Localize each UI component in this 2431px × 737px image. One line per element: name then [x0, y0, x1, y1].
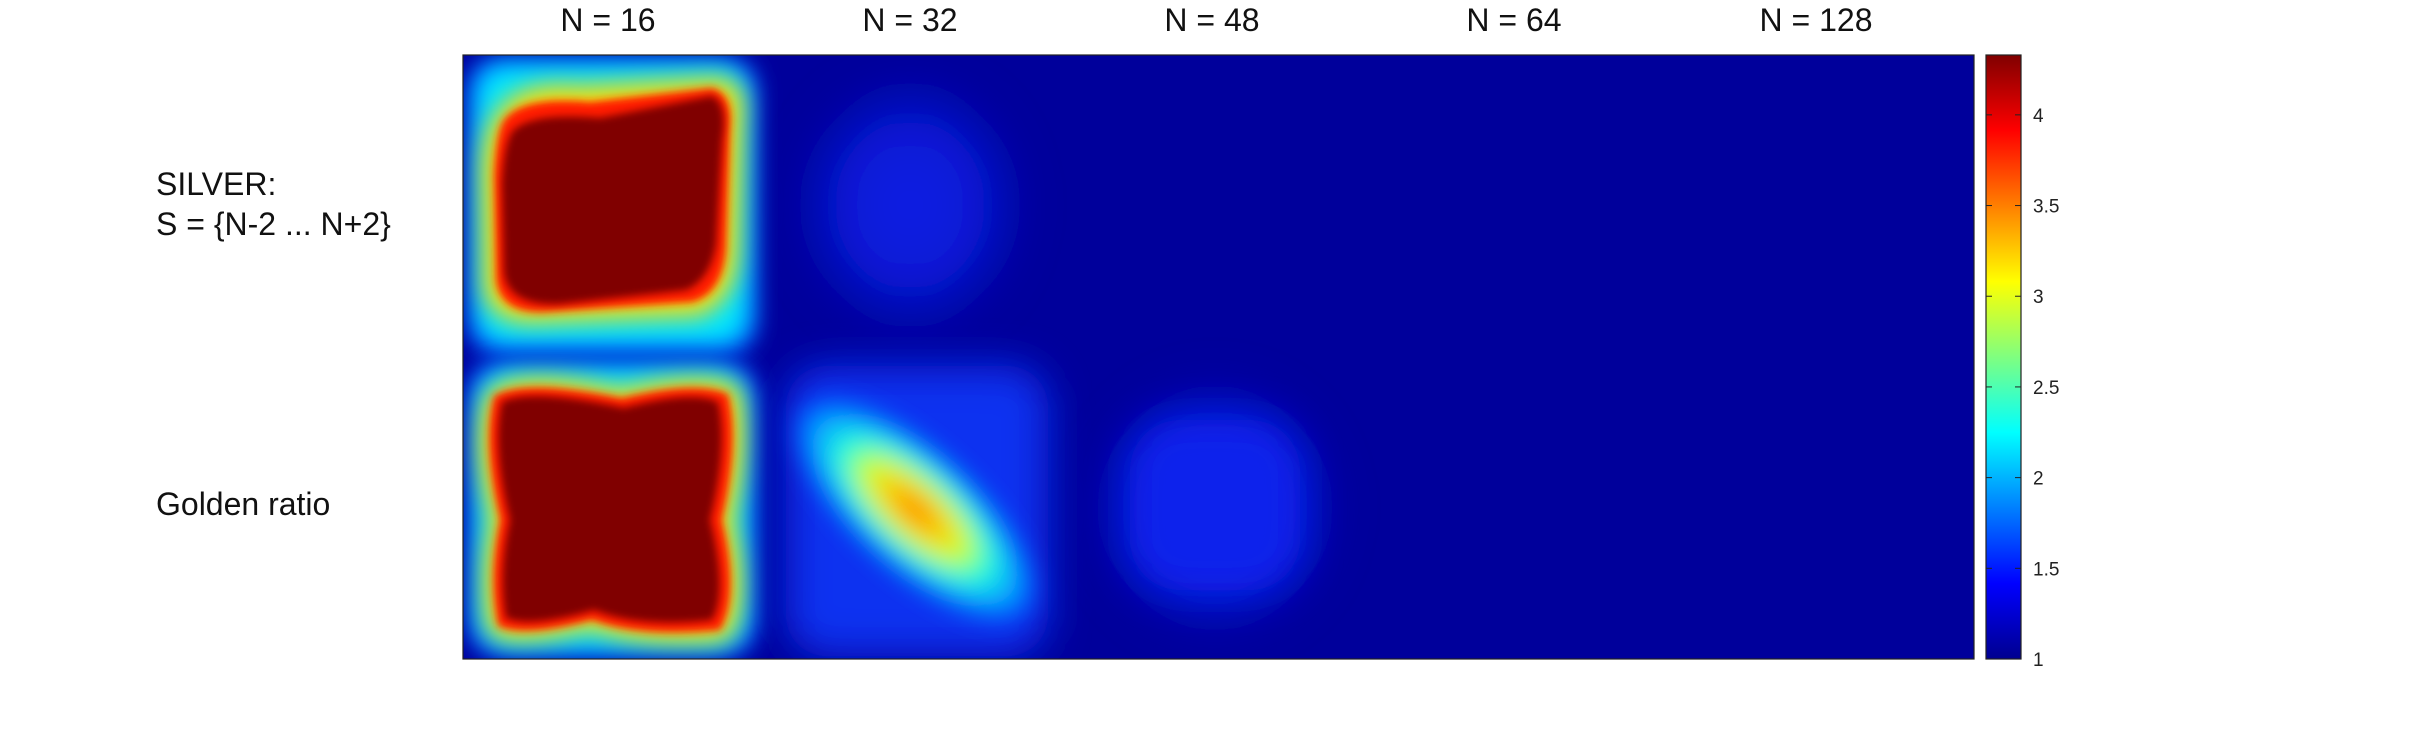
colorbar-tick-label-2: 2 [2033, 469, 2044, 490]
colorbar-tick-label-6: 4 [2033, 106, 2044, 127]
column-title-3: N = 48 [1164, 2, 1260, 38]
cell-golden-n16 [468, 362, 756, 656]
column-title-4: N = 64 [1466, 2, 1562, 38]
colorbar-tick-label-1: 1.5 [2033, 559, 2059, 580]
row-label-golden-line-1: Golden ratio [156, 486, 331, 522]
colorbar-tick-label-5: 3.5 [2033, 197, 2059, 218]
cell-silver-n32 [790, 70, 1030, 340]
colorbar-ticks: 1 1.5 2 2.5 3 3.5 4 [1986, 106, 2059, 671]
colorbar [1985, 54, 2022, 660]
column-title-5: N = 128 [1759, 2, 1873, 38]
row-label-silver: SILVER: S = {N-2 ... N+2} [156, 164, 391, 244]
colorbar-tick-label-4: 3 [2033, 287, 2044, 308]
colorbar-tick-label-0: 1 [2033, 650, 2044, 671]
column-title-2: N = 32 [862, 2, 958, 38]
cell-golden-n48 [1085, 372, 1345, 644]
row-label-silver-line-1: SILVER: [156, 166, 277, 202]
row-label-silver-line-2: S = {N-2 ... N+2} [156, 206, 391, 242]
cell-golden-n32 [786, 366, 1048, 656]
column-title-1: N = 16 [560, 2, 656, 38]
cell-silver-n16 [468, 58, 756, 354]
colorbar-tick-label-3: 2.5 [2033, 378, 2059, 399]
row-label-golden: Golden ratio [156, 484, 330, 524]
heatmap-frame [462, 54, 1975, 660]
